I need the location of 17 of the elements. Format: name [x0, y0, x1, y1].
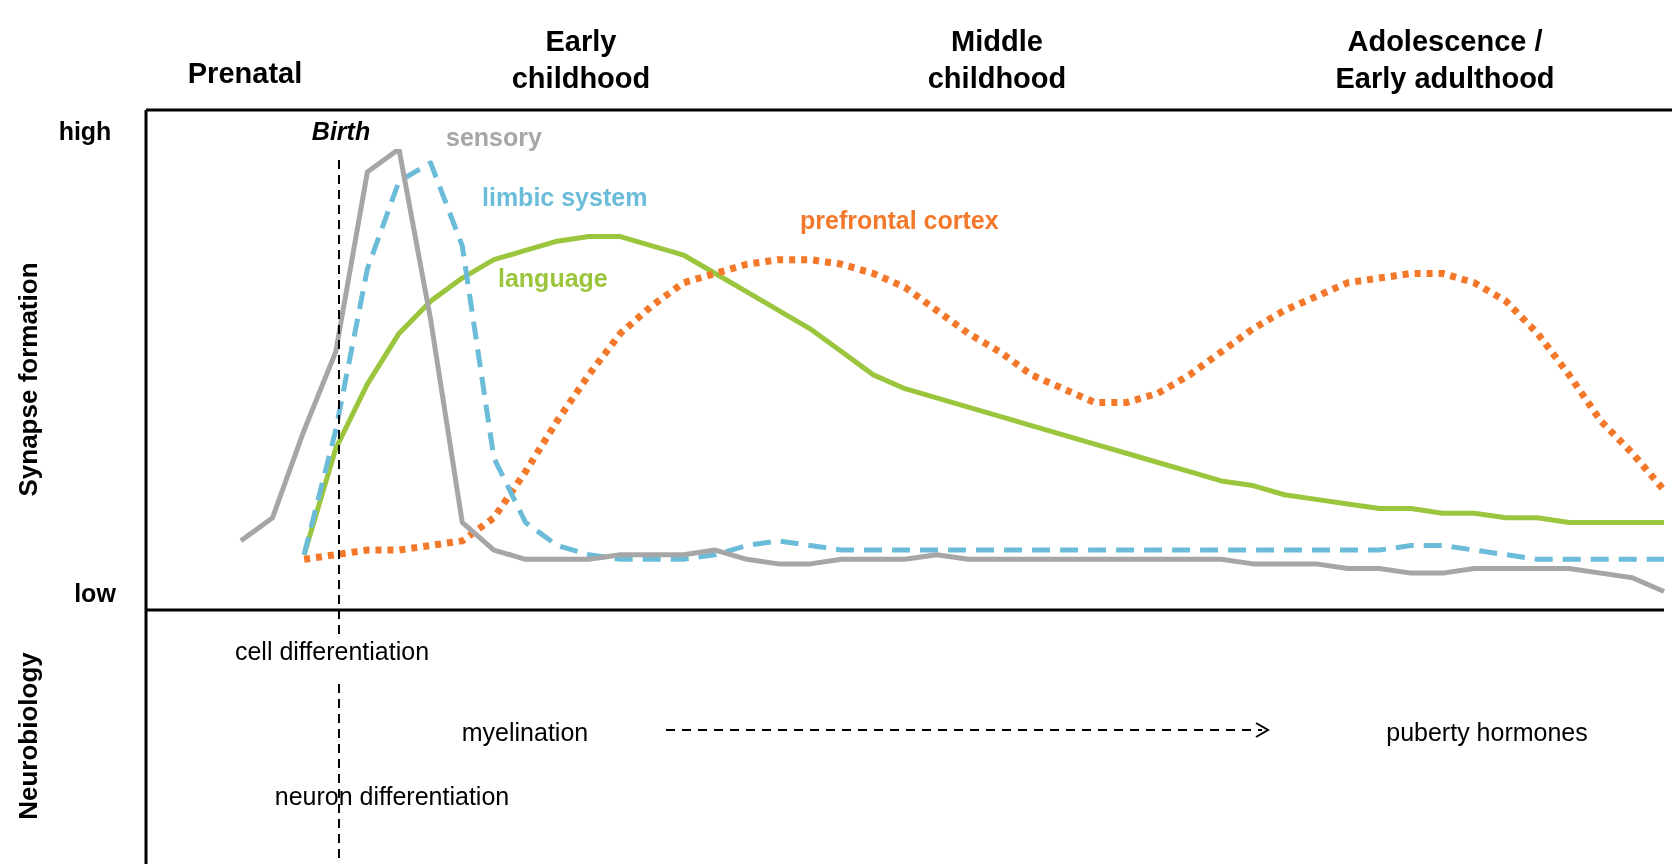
- text: Birth: [311, 116, 371, 145]
- series-label: language: [498, 263, 608, 292]
- text: Neurobiology: [13, 651, 44, 820]
- text: high: [58, 116, 112, 145]
- text: Middle childhood: [927, 24, 1067, 94]
- series-label: prefrontal cortex: [800, 205, 999, 234]
- text: Prenatal: [187, 57, 303, 89]
- text: cell differentiation: [234, 636, 430, 665]
- text: low: [74, 578, 117, 607]
- series-label: limbic system: [482, 182, 648, 211]
- y-axis-title: Synapse formation: [13, 262, 44, 497]
- text: neuron differentiation: [274, 781, 510, 810]
- text: myelination: [461, 717, 589, 746]
- text: puberty hormones: [1386, 717, 1588, 746]
- text: Early childhood: [511, 24, 651, 94]
- series-label: sensory: [446, 122, 542, 151]
- text: Adolescence / Early adulthood: [1335, 24, 1555, 94]
